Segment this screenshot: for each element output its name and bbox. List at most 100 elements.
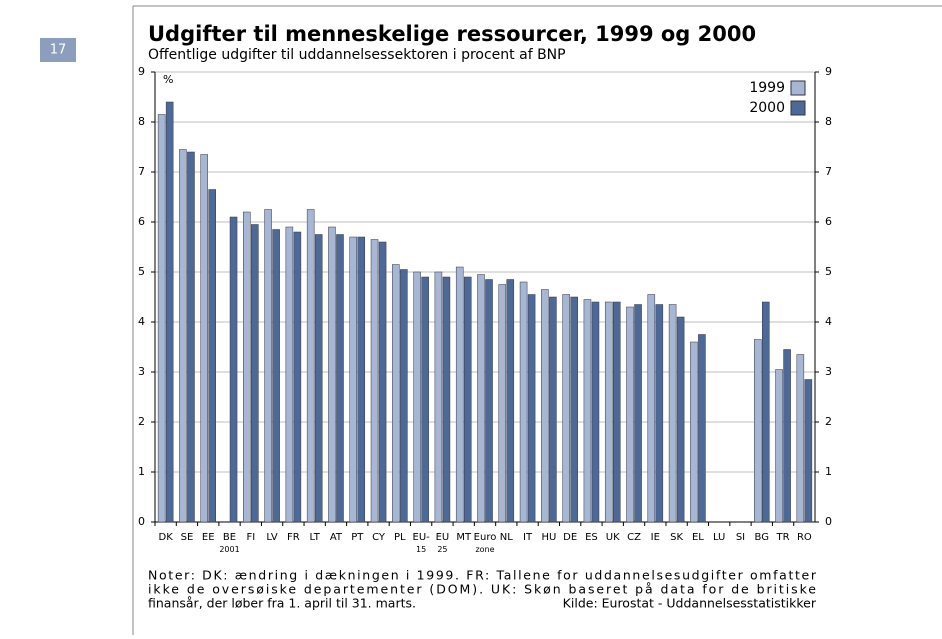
x-tick-label: DE — [563, 532, 577, 543]
y-tick-label: 9 — [138, 65, 145, 78]
chart-title: Udgifter til menneskelige ressourcer, 19… — [148, 22, 756, 46]
bar — [612, 301, 621, 523]
x-tick-label: EE — [202, 532, 215, 543]
x-tick-label: BE 2001 — [219, 532, 239, 554]
bar — [485, 279, 493, 523]
bar — [477, 274, 485, 523]
y-tick-label: 0 — [138, 515, 145, 528]
bar — [306, 209, 315, 523]
y2-tick-label: 1 — [825, 465, 832, 478]
bar — [634, 304, 642, 523]
bar — [349, 236, 358, 523]
x-tick-label: TR — [776, 532, 790, 543]
bar — [328, 226, 336, 523]
bar — [392, 264, 400, 523]
bar — [400, 269, 408, 523]
bar — [179, 149, 187, 523]
y-tick-label: 4 — [138, 315, 145, 328]
bar — [668, 304, 677, 523]
bar — [541, 289, 549, 523]
bar — [647, 294, 656, 523]
y-unit: % — [163, 73, 173, 86]
bar — [583, 299, 592, 523]
x-tick-label: BG — [755, 532, 769, 543]
x-tick-label: HU — [541, 532, 556, 543]
bar — [165, 101, 174, 523]
bar — [762, 301, 770, 523]
bar — [591, 301, 600, 523]
bar — [251, 224, 259, 523]
x-tick-label: CZ — [627, 532, 641, 543]
x-tick-label: IT — [523, 532, 533, 543]
x-tick-label: RO — [797, 532, 812, 543]
bar — [562, 294, 570, 523]
bar — [243, 211, 251, 523]
x-tick-label: SK — [670, 532, 683, 543]
bar — [604, 301, 613, 523]
bar — [626, 306, 634, 523]
x-tick-label: EL — [692, 532, 704, 543]
bar — [314, 234, 323, 523]
bar — [804, 379, 813, 523]
note-line: Noter: DK: ændring i dækningen i 1999. F… — [148, 568, 817, 583]
x-tick-label: NL — [500, 532, 513, 543]
x-tick-label: SE — [181, 532, 194, 543]
bar — [293, 231, 302, 523]
x-tick-label: EU-15 — [413, 532, 431, 554]
bar — [527, 294, 536, 523]
y2-tick-label: 4 — [825, 315, 832, 328]
y2-tick-label: 2 — [825, 415, 832, 428]
note-line: ikke de oversøiske departementer (DOM). … — [148, 582, 816, 597]
x-tick-label: MT — [456, 532, 472, 543]
y-tick-label: 7 — [138, 165, 145, 178]
bar — [434, 271, 443, 523]
bar — [421, 276, 429, 523]
x-tick-label: EU 25 — [436, 532, 450, 554]
x-tick-label: DK — [159, 532, 174, 543]
x-tick-label: IE — [651, 532, 660, 543]
page-number: 17 — [50, 43, 67, 58]
y2-tick-label: 3 — [825, 365, 832, 378]
x-tick-label: CY — [372, 532, 386, 543]
legend-label: 2000 — [749, 100, 785, 116]
bar — [775, 369, 783, 523]
bar — [413, 271, 421, 523]
legend-label: 1999 — [749, 80, 785, 96]
y-tick-label: 8 — [138, 115, 145, 128]
bar — [357, 236, 366, 523]
bar — [442, 276, 451, 523]
bar — [549, 296, 557, 523]
y2-tick-label: 9 — [825, 65, 832, 78]
bar — [455, 266, 464, 523]
y-tick-label: 5 — [138, 265, 145, 278]
x-tick-label: FI — [246, 532, 255, 543]
bar — [285, 226, 294, 523]
bar — [264, 209, 272, 523]
y2-tick-label: 5 — [825, 265, 832, 278]
y2-tick-label: 6 — [825, 215, 832, 228]
bar — [229, 216, 238, 523]
legend-swatch — [790, 80, 806, 96]
y-tick-label: 3 — [138, 365, 145, 378]
x-tick-label: PL — [394, 532, 406, 543]
note-line: finansår, der løber fra 1. april til 31.… — [148, 596, 416, 611]
x-tick-label: SI — [736, 532, 745, 543]
bar — [690, 341, 698, 523]
y-tick-label: 6 — [138, 215, 145, 228]
bar — [570, 296, 578, 523]
x-tick-label: Euro zone — [474, 532, 497, 554]
bar — [655, 304, 664, 523]
bar — [498, 284, 507, 523]
bar — [796, 354, 805, 523]
bar — [378, 241, 387, 523]
bar — [208, 189, 217, 523]
bar — [336, 234, 344, 523]
bar — [187, 151, 195, 523]
x-tick-label: LV — [266, 532, 277, 543]
bar — [157, 114, 166, 523]
bar — [676, 316, 685, 523]
y-tick-label: 2 — [138, 415, 145, 428]
x-tick-label: PT — [351, 532, 364, 543]
bar — [783, 349, 791, 523]
x-tick-label: UK — [606, 532, 620, 543]
